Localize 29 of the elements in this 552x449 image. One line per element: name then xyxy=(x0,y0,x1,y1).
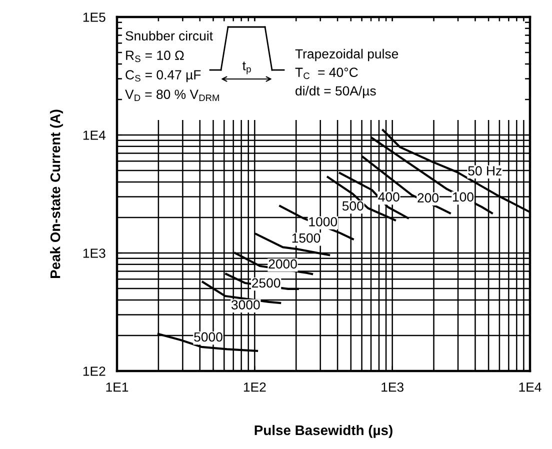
y-tick-label: 1E4 xyxy=(83,130,106,140)
annotation: 2000 xyxy=(268,259,297,269)
annotation: 2500 xyxy=(252,278,280,288)
annotation: Trapezoidal pulse xyxy=(295,48,398,62)
x-tick-label: 1E4 xyxy=(519,382,542,392)
x-tick-label: 1E3 xyxy=(382,382,404,392)
annotation: 100 xyxy=(452,192,474,202)
annotation: 50 Hz xyxy=(468,166,502,176)
annotation: t$_{p}$ xyxy=(242,62,251,74)
annotation: Snubber circuit xyxy=(126,30,213,41)
annotation: 500 xyxy=(342,201,364,211)
annotation: 400 xyxy=(378,192,400,202)
annotation: C$_{S}$ = 0.47 µF xyxy=(126,70,201,82)
y-tick-label: 1E3 xyxy=(83,248,106,258)
y-tick-label: 1E5 xyxy=(83,12,106,22)
annotation: 1500 xyxy=(292,233,320,243)
annotation: R$_{S}$ = 10 Ω xyxy=(126,50,184,62)
annotation: 5000 xyxy=(194,332,222,342)
annotation: 200 xyxy=(418,193,438,203)
y-tick-label: 1E2 xyxy=(83,366,106,376)
annotation: V$_{D}$ = 80 % V$_{DRM}$ xyxy=(125,90,219,101)
annotation: di/dt = 50A/µs xyxy=(296,86,376,98)
annotation: 1000 xyxy=(309,217,338,226)
x-tick-label: 1E1 xyxy=(106,382,128,392)
x-tick-label: 1E2 xyxy=(244,382,266,392)
x-axis-title: Pulse Basewidth (µs) xyxy=(254,424,392,438)
y-axis-title: Peak On-state Current (A) xyxy=(50,110,63,278)
annotation: T$_{C}$ = 40°C xyxy=(295,68,358,80)
annotation: 3000 xyxy=(231,300,260,310)
